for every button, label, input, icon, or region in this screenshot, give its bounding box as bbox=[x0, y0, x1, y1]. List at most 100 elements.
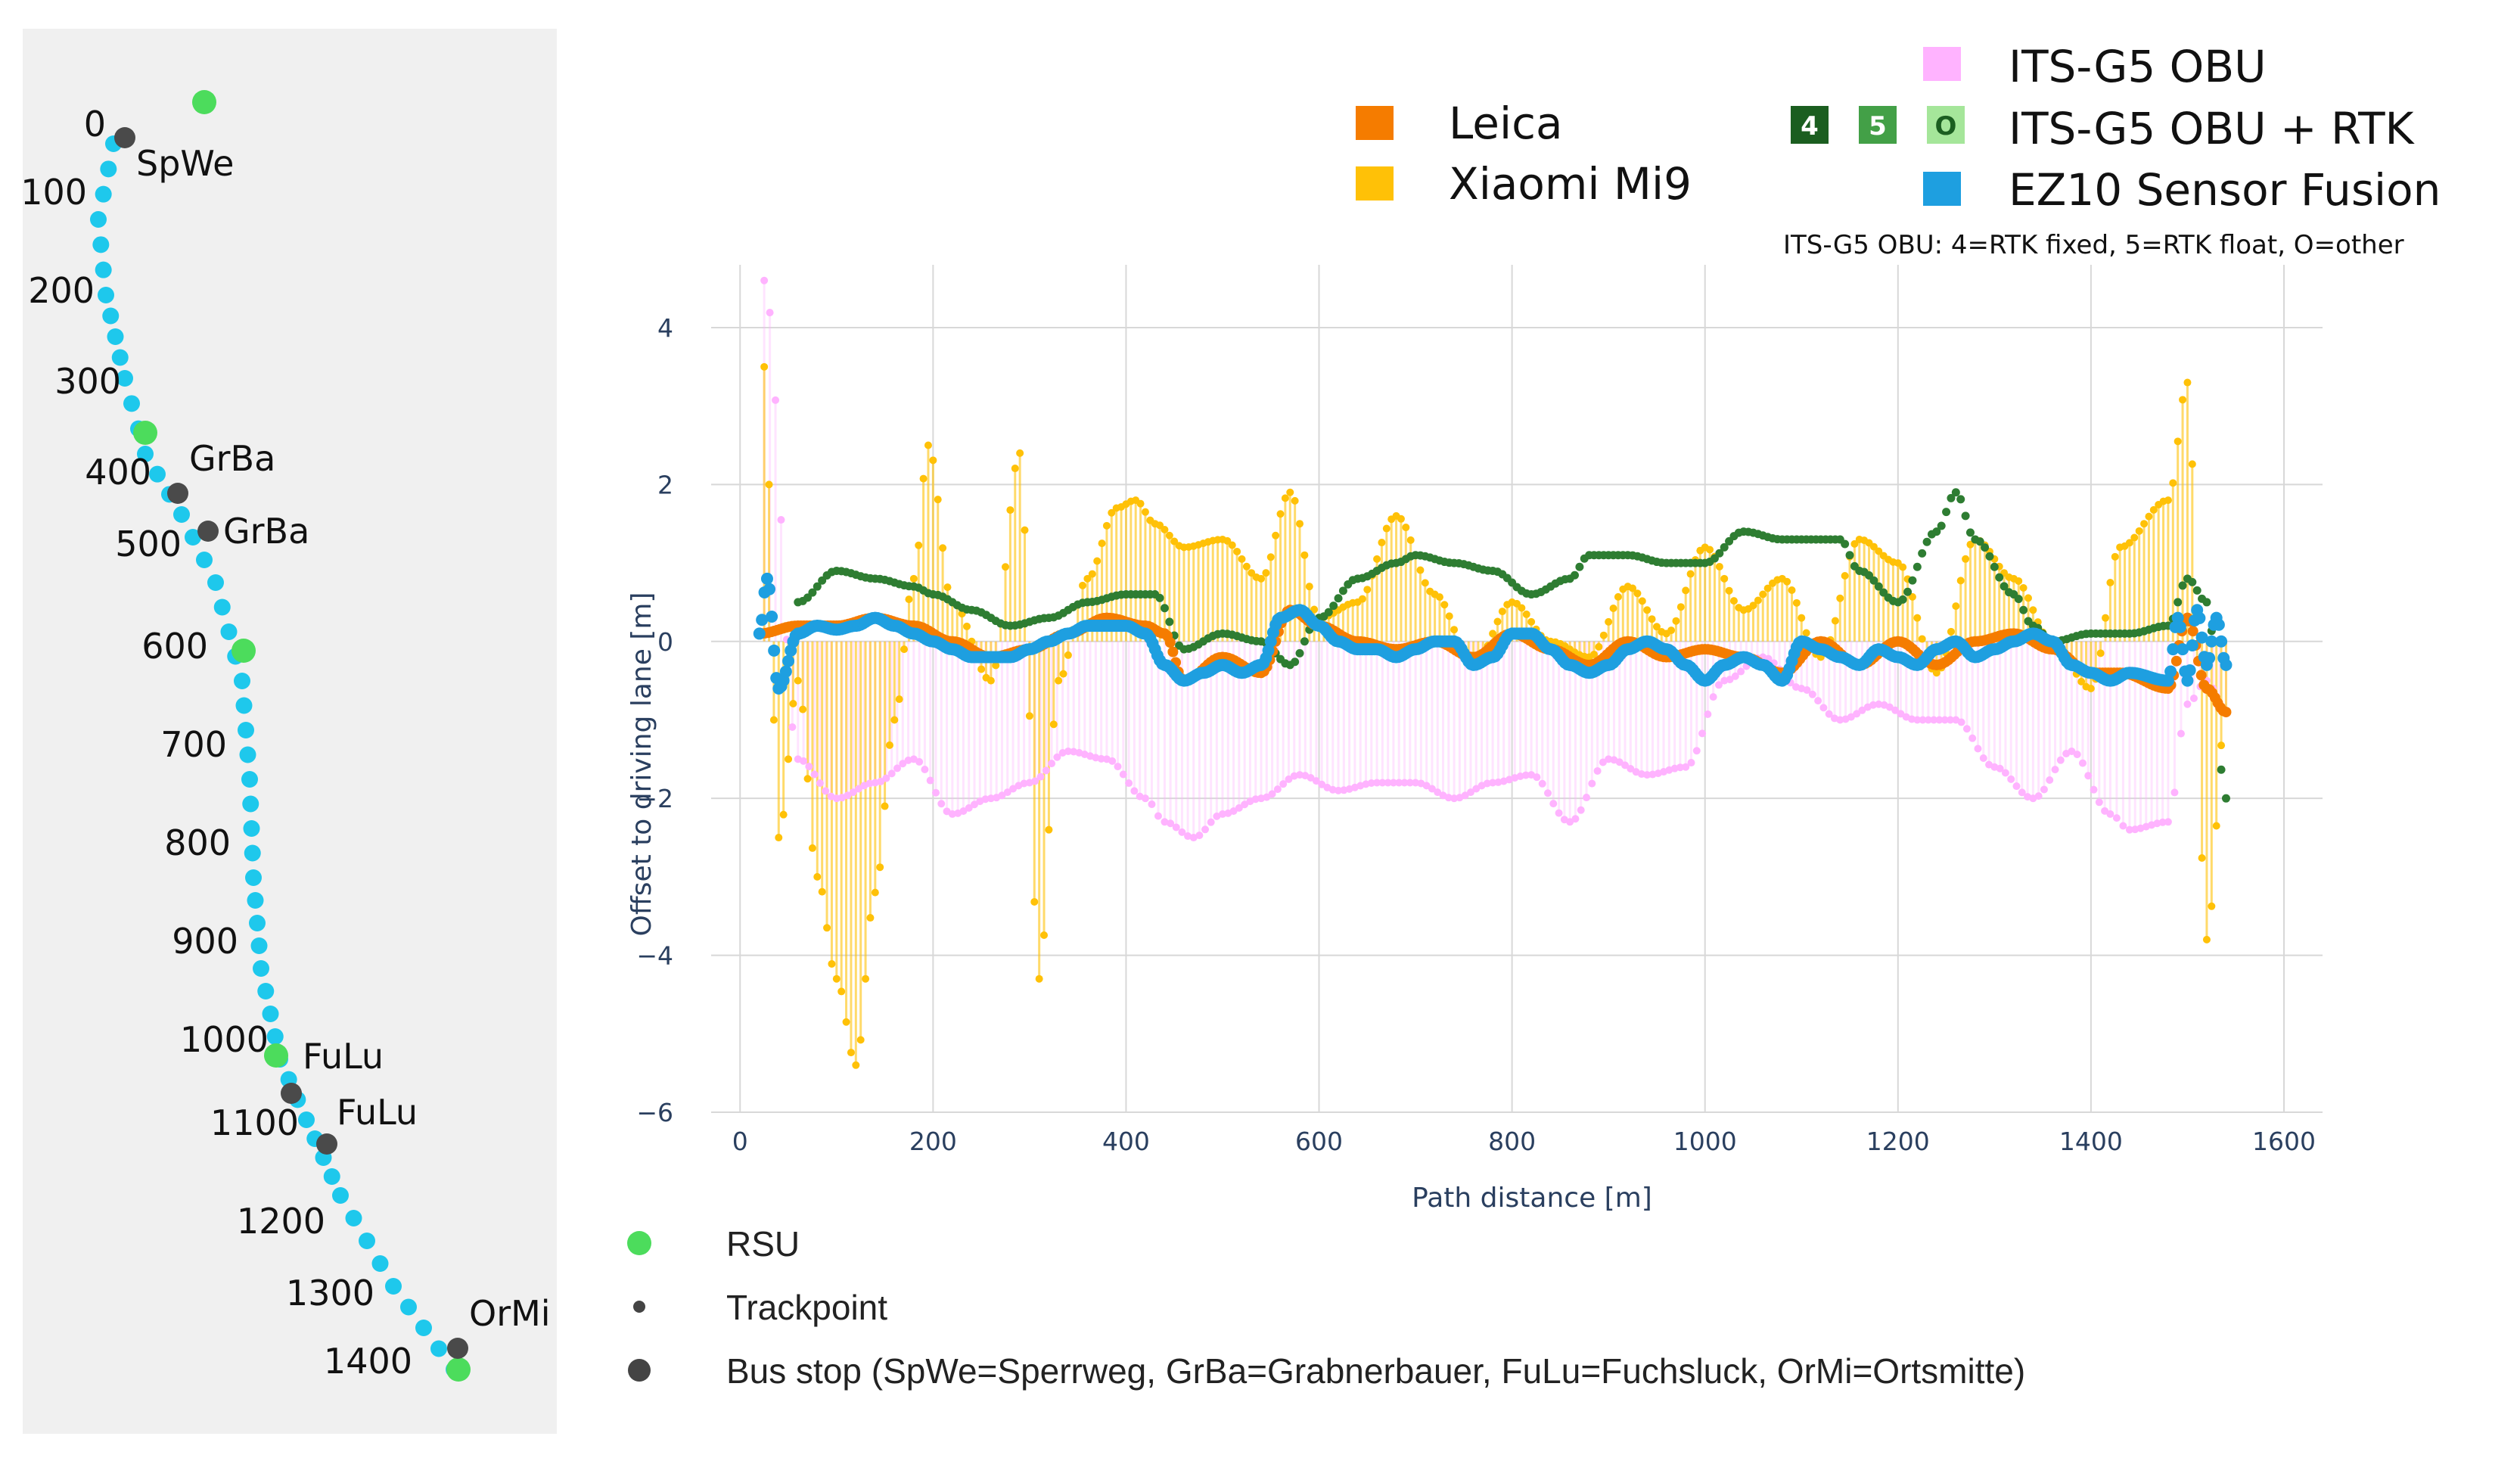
point-its-g5-obu bbox=[1412, 779, 1420, 787]
badge-rtk-fixed-label: 4 bbox=[1801, 111, 1819, 141]
trackpoint bbox=[102, 307, 120, 325]
point-xiaomi bbox=[2217, 741, 2226, 750]
point-its-g5-obu bbox=[760, 276, 769, 284]
point-xiaomi bbox=[924, 441, 932, 449]
point-its-g5-obu bbox=[1213, 812, 1221, 820]
point-xiaomi bbox=[900, 645, 909, 654]
point-its-g5-obu bbox=[865, 779, 874, 788]
point-xiaomi bbox=[1836, 594, 1844, 602]
point-its-g5-obu bbox=[1627, 765, 1635, 773]
trackpoint bbox=[92, 236, 110, 253]
point-its-g5-obu-rtk bbox=[1922, 537, 1931, 546]
point-its-g5-obu-rtk bbox=[808, 588, 817, 597]
trackpoint bbox=[298, 1111, 315, 1128]
data-points bbox=[753, 276, 2233, 1069]
point-its-g5-obu bbox=[1003, 788, 1011, 797]
point-xiaomi bbox=[2145, 512, 2153, 521]
point-ez10 bbox=[756, 614, 769, 626]
point-leica bbox=[2187, 626, 2198, 637]
legend-swatch-its-g5-obu bbox=[1923, 47, 1961, 81]
point-xiaomi bbox=[866, 914, 875, 922]
point-xiaomi bbox=[1445, 612, 1453, 620]
x-axis-title: Path distance [m] bbox=[1412, 1183, 1652, 1214]
trackpoint bbox=[385, 1278, 402, 1295]
point-its-g5-obu-rtk bbox=[1961, 511, 1970, 521]
point-its-g5-obu bbox=[1184, 832, 1192, 841]
point-its-g5-obu bbox=[1141, 794, 1149, 803]
point-xiaomi bbox=[760, 362, 769, 371]
point-xiaomi bbox=[943, 583, 952, 592]
distance-label: 500 bbox=[115, 524, 182, 564]
point-xiaomi bbox=[992, 661, 1000, 670]
point-its-g5-obu bbox=[1189, 834, 1198, 842]
point-its-g5-obu bbox=[1161, 818, 1169, 826]
point-its-g5-obu bbox=[1307, 773, 1315, 782]
point-xiaomi bbox=[1788, 586, 1796, 595]
point-its-g5-obu bbox=[1836, 716, 1844, 724]
point-its-g5-obu bbox=[1201, 825, 1210, 834]
trackpoint bbox=[371, 1255, 389, 1272]
point-ez10 bbox=[766, 610, 778, 623]
point-its-g5-obu bbox=[1571, 815, 1580, 823]
point-xiaomi bbox=[779, 810, 788, 819]
point-xiaomi bbox=[2198, 854, 2206, 863]
point-its-g5-obu bbox=[1406, 779, 1414, 787]
trackpoint bbox=[213, 598, 231, 616]
point-xiaomi bbox=[2208, 902, 2216, 910]
trackpoint bbox=[323, 1168, 340, 1185]
point-xiaomi bbox=[1108, 508, 1116, 517]
trackpoint bbox=[242, 795, 259, 813]
point-xiaomi bbox=[1493, 617, 1502, 626]
point-its-g5-obu-rtk bbox=[1995, 573, 2004, 582]
point-its-g5-obu bbox=[2158, 818, 2167, 826]
point-xiaomi bbox=[1440, 601, 1449, 609]
point-xiaomi bbox=[1831, 617, 1839, 625]
point-its-g5-obu-rtk bbox=[2188, 577, 2197, 586]
trackpoint bbox=[137, 446, 154, 462]
point-its-g5-obu bbox=[1154, 812, 1162, 820]
legend-rsu-marker bbox=[627, 1231, 651, 1255]
point-ez10 bbox=[2186, 639, 2198, 651]
point-its-g5-obu bbox=[1803, 686, 1811, 695]
bus-stop-label: FuLu bbox=[303, 1036, 384, 1077]
trackpoint bbox=[238, 722, 254, 738]
point-its-g5-obu bbox=[1731, 672, 1739, 680]
point-its-g5-obu-rtk bbox=[2202, 598, 2211, 607]
trackpoint bbox=[262, 1006, 279, 1022]
point-xiaomi bbox=[1667, 626, 1676, 635]
point-xiaomi bbox=[1966, 540, 1975, 549]
point-xiaomi bbox=[919, 474, 928, 483]
point-xiaomi bbox=[1373, 555, 1381, 563]
point-its-g5-obu-rtk bbox=[1334, 594, 1343, 603]
y-tick-label: −6 bbox=[636, 1098, 673, 1127]
point-xiaomi bbox=[1527, 617, 1536, 626]
trackpoint bbox=[266, 1028, 284, 1045]
trackpoint bbox=[253, 960, 269, 977]
point-its-g5-obu bbox=[915, 757, 924, 766]
point-its-g5-obu bbox=[1968, 734, 1977, 742]
point-its-g5-obu-rtk bbox=[1981, 543, 1990, 552]
legend-label-its-g5-obu-rtk: ITS-G5 OBU + RTK bbox=[2009, 103, 2416, 154]
point-xiaomi bbox=[1899, 563, 1907, 571]
point-xiaomi bbox=[2087, 685, 2095, 692]
point-ez10 bbox=[2183, 664, 2196, 676]
point-its-g5-obu-rtk bbox=[1898, 595, 1907, 604]
point-its-g5-obu bbox=[1172, 823, 1180, 832]
point-its-g5-obu bbox=[2001, 769, 2009, 777]
point-its-g5-obu bbox=[1637, 770, 1645, 779]
point-ez10 bbox=[779, 665, 792, 678]
point-its-g5-obu bbox=[2125, 825, 2133, 834]
point-xiaomi bbox=[1266, 553, 1275, 561]
point-its-g5-obu bbox=[1483, 779, 1491, 788]
point-xiaomi bbox=[1358, 595, 1366, 603]
point-its-g5-obu-rtk bbox=[1932, 527, 1941, 536]
trackpoint bbox=[250, 937, 268, 954]
point-xiaomi bbox=[2111, 552, 2119, 561]
point-ez10 bbox=[768, 644, 781, 657]
trackpoint bbox=[149, 465, 166, 483]
trackpoint bbox=[241, 771, 258, 788]
point-its-g5-obu bbox=[1461, 791, 1469, 800]
point-ez10 bbox=[2177, 643, 2189, 656]
point-xiaomi bbox=[769, 716, 778, 724]
rsu-marker bbox=[264, 1043, 288, 1068]
